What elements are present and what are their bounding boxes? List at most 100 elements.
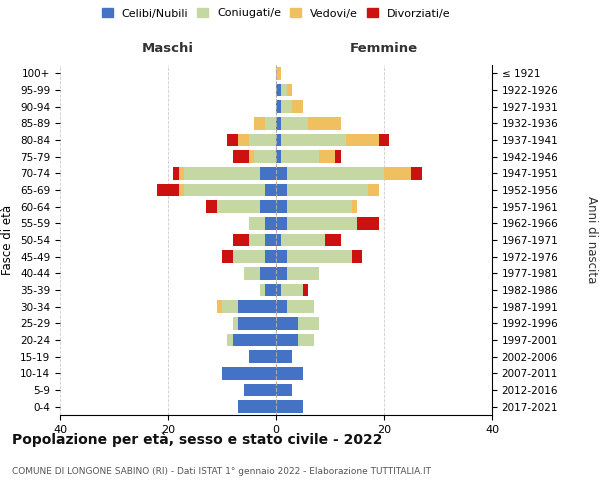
Text: Femmine: Femmine (350, 42, 418, 55)
Bar (298, 317, 319, 330)
Bar (368, 184, 379, 196)
Bar (287, 250, 352, 263)
Bar (233, 317, 238, 330)
Bar (276, 284, 281, 296)
Bar (249, 234, 265, 246)
Bar (276, 117, 281, 130)
Bar (346, 134, 379, 146)
Bar (276, 217, 287, 230)
Bar (276, 367, 303, 380)
Bar (276, 67, 281, 80)
Bar (222, 300, 238, 313)
Bar (249, 150, 254, 163)
Bar (227, 134, 238, 146)
Bar (298, 334, 314, 346)
Bar (303, 284, 308, 296)
Bar (217, 300, 222, 313)
Bar (379, 134, 389, 146)
Bar (276, 300, 287, 313)
Text: Popolazione per età, sesso e stato civile - 2022: Popolazione per età, sesso e stato civil… (12, 432, 383, 447)
Y-axis label: Fasce di età: Fasce di età (1, 205, 14, 275)
Bar (238, 300, 276, 313)
Legend: Celibi/Nubili, Coniugati/e, Vedovi/e, Divorziati/e: Celibi/Nubili, Coniugati/e, Vedovi/e, Di… (101, 8, 451, 18)
Bar (276, 384, 292, 396)
Bar (276, 150, 281, 163)
Bar (276, 100, 281, 113)
Bar (249, 134, 276, 146)
Bar (206, 200, 217, 213)
Bar (233, 150, 249, 163)
Bar (287, 217, 357, 230)
Bar (238, 317, 276, 330)
Bar (276, 200, 287, 213)
Bar (281, 234, 325, 246)
Bar (265, 250, 276, 263)
Bar (352, 200, 357, 213)
Bar (276, 250, 287, 263)
Bar (281, 117, 308, 130)
Bar (217, 200, 260, 213)
Bar (335, 150, 341, 163)
Bar (254, 117, 265, 130)
Bar (276, 317, 298, 330)
Bar (249, 350, 276, 363)
Text: Anni di nascita: Anni di nascita (584, 196, 598, 284)
Bar (276, 400, 303, 413)
Bar (157, 184, 179, 196)
Bar (287, 267, 319, 280)
Bar (265, 217, 276, 230)
Bar (276, 350, 292, 363)
Bar (260, 200, 276, 213)
Bar (276, 134, 281, 146)
Bar (244, 384, 276, 396)
Bar (238, 400, 276, 413)
Bar (265, 117, 276, 130)
Bar (411, 167, 422, 179)
Bar (281, 100, 292, 113)
Bar (233, 334, 276, 346)
Bar (238, 134, 249, 146)
Bar (287, 84, 292, 96)
Bar (222, 250, 233, 263)
Bar (265, 184, 276, 196)
Bar (384, 167, 411, 179)
Bar (276, 84, 281, 96)
Bar (276, 234, 281, 246)
Bar (233, 250, 265, 263)
Bar (287, 167, 384, 179)
Bar (184, 167, 260, 179)
Bar (357, 217, 379, 230)
Bar (179, 167, 184, 179)
Bar (260, 284, 265, 296)
Bar (292, 100, 303, 113)
Bar (281, 84, 287, 96)
Bar (184, 184, 265, 196)
Bar (265, 234, 276, 246)
Text: Maschi: Maschi (142, 42, 194, 55)
Bar (173, 167, 179, 179)
Bar (254, 150, 276, 163)
Bar (281, 150, 319, 163)
Bar (287, 300, 314, 313)
Text: COMUNE DI LONGONE SABINO (RI) - Dati ISTAT 1° gennaio 2022 - Elaborazione TUTTIT: COMUNE DI LONGONE SABINO (RI) - Dati IST… (12, 468, 431, 476)
Bar (276, 334, 298, 346)
Bar (352, 250, 362, 263)
Bar (265, 284, 276, 296)
Bar (276, 167, 287, 179)
Bar (325, 234, 341, 246)
Bar (287, 200, 352, 213)
Bar (249, 217, 265, 230)
Bar (287, 184, 368, 196)
Bar (179, 184, 184, 196)
Bar (233, 234, 249, 246)
Bar (276, 267, 287, 280)
Bar (222, 367, 276, 380)
Bar (308, 117, 341, 130)
Bar (244, 267, 260, 280)
Bar (281, 284, 303, 296)
Bar (319, 150, 335, 163)
Bar (276, 184, 287, 196)
Bar (260, 267, 276, 280)
Bar (260, 167, 276, 179)
Bar (227, 334, 233, 346)
